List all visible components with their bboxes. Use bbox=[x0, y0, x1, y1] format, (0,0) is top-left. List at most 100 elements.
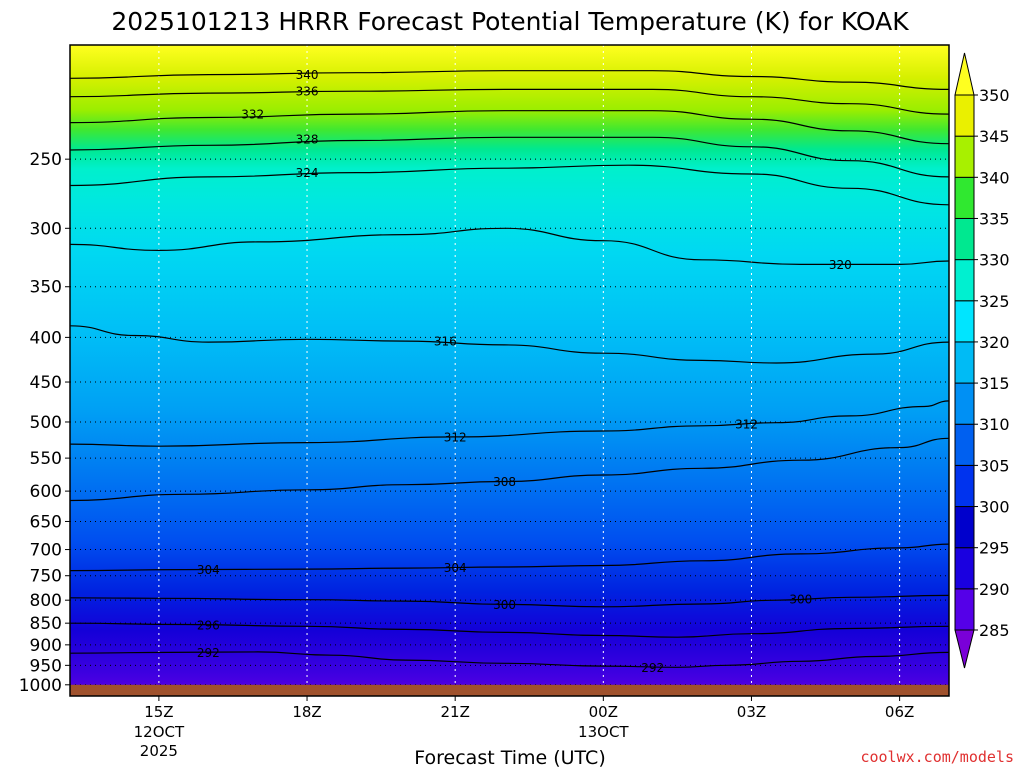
y-tick-label: 750 bbox=[30, 567, 62, 587]
contour-label-text: 304 bbox=[444, 561, 467, 575]
isentrope-312 bbox=[70, 400, 949, 447]
contour-label: 304 bbox=[444, 561, 467, 575]
isentrope-316 bbox=[70, 325, 949, 364]
isentrope-308 bbox=[70, 437, 949, 502]
contour-label-text: 312 bbox=[444, 430, 467, 444]
ground-below-surface bbox=[70, 684, 949, 696]
isentrope-328 bbox=[70, 136, 949, 178]
contour-label-text: 336 bbox=[296, 85, 319, 99]
y-tick-label: 850 bbox=[30, 614, 62, 634]
contour-label-text: 300 bbox=[789, 593, 812, 607]
contour-label-text: 312 bbox=[735, 418, 758, 432]
colorbar-label: 345 bbox=[979, 127, 1010, 146]
y-axis-pressure: 2503003504004505005506006507007508008509… bbox=[19, 150, 70, 696]
y-tick-label: 650 bbox=[30, 512, 62, 532]
colorbar-segment bbox=[954, 547, 975, 590]
theta-fill-field bbox=[70, 45, 949, 696]
colorbar-segment bbox=[954, 464, 975, 508]
y-tick-label: 900 bbox=[30, 636, 62, 656]
contour-label: 332 bbox=[241, 108, 264, 122]
contour-label-text: 328 bbox=[296, 132, 319, 146]
contour-label-text: 324 bbox=[296, 166, 319, 180]
contour-label-text: 340 bbox=[296, 68, 319, 82]
colorbar-segment bbox=[954, 341, 975, 384]
colorbar-label: 310 bbox=[979, 415, 1010, 434]
plot-frame bbox=[69, 44, 950, 697]
y-tick-label: 400 bbox=[30, 328, 62, 348]
isentrope-340 bbox=[70, 70, 949, 90]
contour-label: 300 bbox=[789, 593, 812, 607]
isentrope-300 bbox=[70, 594, 949, 608]
colorbar-label: 295 bbox=[979, 539, 1010, 558]
colorbar-label: 315 bbox=[979, 374, 1010, 393]
x-tick-label: 15Z bbox=[144, 703, 173, 721]
contour-label: 316 bbox=[434, 335, 457, 349]
plot-area: 340 336 332 328 324 320 316 312 312 308 304 304 300 3… bbox=[70, 45, 949, 696]
contour-label-text: 292 bbox=[197, 646, 220, 660]
colorbar-segment bbox=[954, 259, 975, 302]
contour-label-text: 308 bbox=[493, 475, 516, 489]
colorbar-label: 305 bbox=[979, 456, 1010, 475]
x-tick-date-label: 12OCT bbox=[134, 723, 185, 741]
contour-label-text: 292 bbox=[641, 661, 664, 675]
contour-label-text: 332 bbox=[241, 108, 264, 122]
contour-label: 308 bbox=[493, 475, 516, 489]
contour-label: 328 bbox=[296, 132, 319, 146]
isentrope-292 bbox=[70, 651, 949, 668]
isentrope-336 bbox=[70, 88, 949, 115]
x-tick-label: 21Z bbox=[440, 703, 469, 721]
colorbar-segment bbox=[954, 94, 975, 137]
contour-label-text: 300 bbox=[493, 598, 516, 612]
colorbar-segment bbox=[954, 300, 975, 343]
y-tick-label: 500 bbox=[30, 413, 62, 433]
colorbar-segment bbox=[954, 423, 975, 466]
isentrope-332 bbox=[70, 110, 949, 145]
contour-label: 340 bbox=[296, 68, 319, 82]
colorbar-label: 350 bbox=[979, 86, 1010, 105]
y-tick-label: 450 bbox=[30, 373, 62, 393]
contour-label: 312 bbox=[444, 430, 467, 444]
colorbar-label: 335 bbox=[979, 209, 1010, 228]
colorbar-segment bbox=[954, 217, 975, 261]
x-tick-label: 18Z bbox=[292, 703, 321, 721]
contour-lines bbox=[70, 70, 949, 668]
x-tick-label: 03Z bbox=[737, 703, 766, 721]
y-tick-label: 800 bbox=[30, 591, 62, 611]
colorbar-label: 325 bbox=[979, 292, 1010, 311]
y-tick-label: 300 bbox=[30, 219, 62, 239]
y-tick-label: 700 bbox=[30, 541, 62, 561]
y-tick-label: 550 bbox=[30, 449, 62, 469]
isentrope-296 bbox=[70, 622, 949, 638]
contour-label: 320 bbox=[829, 258, 852, 272]
colorbar-segment bbox=[954, 135, 975, 178]
colorbar-label: 320 bbox=[979, 333, 1010, 352]
colorbar-lower-extend bbox=[954, 629, 975, 669]
colorbar-segment bbox=[954, 506, 975, 549]
y-tick-label: 600 bbox=[30, 482, 62, 502]
colorbar-segment bbox=[954, 176, 975, 219]
contour-label-text: 296 bbox=[197, 618, 220, 632]
contour-label: 292 bbox=[197, 646, 220, 660]
x-axis-label: Forecast Time (UTC) bbox=[414, 747, 605, 768]
contour-label: 304 bbox=[197, 563, 220, 577]
x-tick-year-label: 2025 bbox=[140, 742, 178, 760]
contour-label-text: 316 bbox=[434, 335, 457, 349]
colorbar: 285 290 295 300 305 310 315 320 325 330 335 340 345 3… bbox=[954, 52, 1010, 669]
chart-title: 2025101213 HRRR Forecast Potential Tempe… bbox=[111, 7, 909, 36]
contour-label: 324 bbox=[296, 166, 319, 180]
y-tick-label: 950 bbox=[30, 656, 62, 676]
colorbar-upper-extend bbox=[954, 52, 975, 96]
contour-label: 336 bbox=[296, 85, 319, 99]
colorbar-label: 330 bbox=[979, 251, 1010, 270]
isentrope-324 bbox=[70, 164, 949, 206]
grid-lines bbox=[70, 45, 949, 696]
x-tick-date-label: 13OCT bbox=[578, 723, 629, 741]
x-tick-label: 00Z bbox=[589, 703, 618, 721]
colorbar-segment bbox=[954, 588, 975, 631]
source-credit: coolwx.com/models bbox=[860, 748, 1014, 766]
y-tick-label: 1000 bbox=[19, 676, 62, 696]
isentrope-320 bbox=[70, 227, 949, 266]
y-tick-label: 350 bbox=[30, 278, 62, 298]
